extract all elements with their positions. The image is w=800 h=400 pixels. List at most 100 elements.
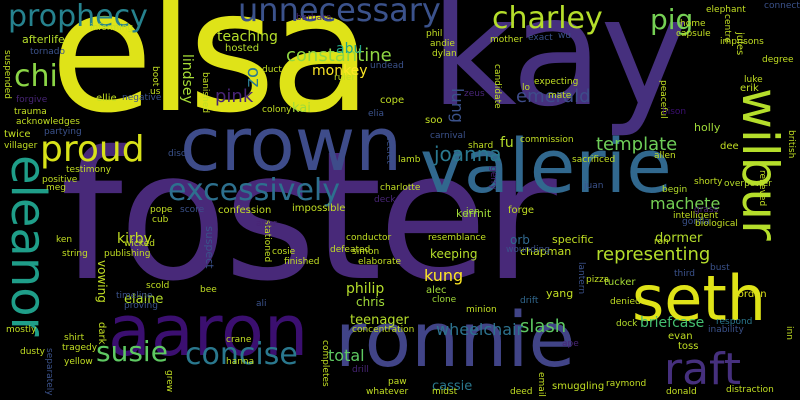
word-acknowledges: acknowledges [16,117,80,127]
word-respond: respond [716,317,753,327]
word-template: template [596,134,678,155]
word-jordan: jordan [735,289,767,300]
word-lantern: lantern [576,262,586,295]
word-specific: specific [552,233,594,246]
word-joanna: joanna [434,142,502,166]
word-suspect: suspect [203,226,216,269]
word-imprisons: imprisons [720,37,764,47]
word-secret: secret [384,136,394,164]
word-wheelchair: wheelchair [436,320,524,339]
word-elaine: elaine [124,292,164,307]
word-home: home [680,19,706,29]
word-boot: boot [150,66,160,87]
word-wilbur: wilbur [731,88,789,241]
word-slash: slash [520,316,567,337]
word-bust: bust [710,263,730,273]
word-charlotte: charlotte [380,183,421,193]
word-defeated: defeated [330,245,371,255]
word-erik: erik [740,83,759,94]
word-capsule: capsule [676,29,711,39]
word-hanna: hanna [226,357,255,367]
word-begin: begin [662,185,688,195]
word-raft: raft [664,344,742,395]
word-us: us [150,87,161,97]
word-undead: undead [370,61,404,71]
word-separately: separately [44,348,54,396]
word-proving: proving [124,301,158,311]
word-conductor: conductor [346,233,392,243]
word-cosie: cosie [272,247,296,257]
word-proud: proud [40,129,145,170]
word-valerie: valerie [420,124,672,210]
word-zeus: zeus [464,89,485,99]
word-gorilla: gorilla [682,217,710,227]
word-grass: grass [694,205,719,215]
word-dylan: dylan [432,49,457,59]
word-jules: jules [734,32,745,56]
word-lindsey: lindsey [179,54,195,104]
word-kirby: kirby [117,231,152,247]
word-wounding: wounding [506,245,550,255]
word-chi: chi [14,59,58,94]
word-colony: colony [262,105,292,115]
word-ali: ali [256,299,267,309]
word-dormer: dormer [655,231,703,246]
word-elsa: elsa [50,0,373,150]
word-elaborate: elaborate [358,257,402,267]
word-kung: kung [424,266,464,285]
word-representing: representing [596,244,711,265]
word-ronnie: ronnie [335,295,576,384]
word-philip: philip [346,281,385,297]
word-meg: meg [46,183,67,193]
word-score: score [180,205,205,215]
word-vowing: vowing [95,260,109,303]
word-string: string [62,249,88,259]
word-concentration: concentration [352,325,415,335]
word-emerald: emerald [516,86,591,107]
word-excessively: excessively [168,173,341,208]
word-drift: drift [520,296,539,306]
word-simon: simon [352,247,380,257]
word-cassie: cassie [432,379,473,394]
word-testimony: testimony [66,165,112,175]
word-sacrificed: sacrificed [572,155,616,165]
word-third: third [674,269,695,279]
word-lamb: lamb [398,155,421,165]
word-grew: grew [164,370,174,393]
word-disc: disc [168,149,186,159]
word-juan: juan [584,181,604,191]
word-total: total [328,346,365,365]
word-jen: jen [466,207,480,217]
word-expecting: expecting [534,77,579,87]
word-soo: soo [425,115,443,126]
word-pink: pink [215,86,254,107]
word-completes: completes [320,340,330,387]
word-mother: mother [490,35,523,45]
word-pope: pope [150,205,173,215]
word-donald: donald [666,387,697,397]
word-kermit: kermit [456,207,492,220]
word-inability: inability [708,325,744,335]
word-machete: machete [650,194,721,213]
word-ape: ape [562,339,579,349]
word-monkey: monkey [312,63,368,79]
word-centre: centre [722,14,732,43]
word-timeline: timeline [116,291,153,301]
word-briefcase: briefcase [640,315,705,331]
word-hosted: hosted [225,43,260,54]
word-raymond: raymond [606,379,647,389]
word-chapman: chapman [520,245,572,258]
word-eleanor: eleanor [0,155,56,337]
word-susie: susie [96,335,168,368]
word-deed: deed [510,387,533,397]
word-keeping: keeping [430,247,478,261]
word-wicked: wicked [124,239,155,249]
word-informing: informing [90,23,134,33]
word-positive: positive [42,175,78,185]
word-degree: degree [762,55,794,65]
word-british: british [786,130,796,159]
word-seth: seth [632,262,767,335]
word-teaching: teaching [217,29,278,45]
word-barbara: barbara [296,13,332,23]
